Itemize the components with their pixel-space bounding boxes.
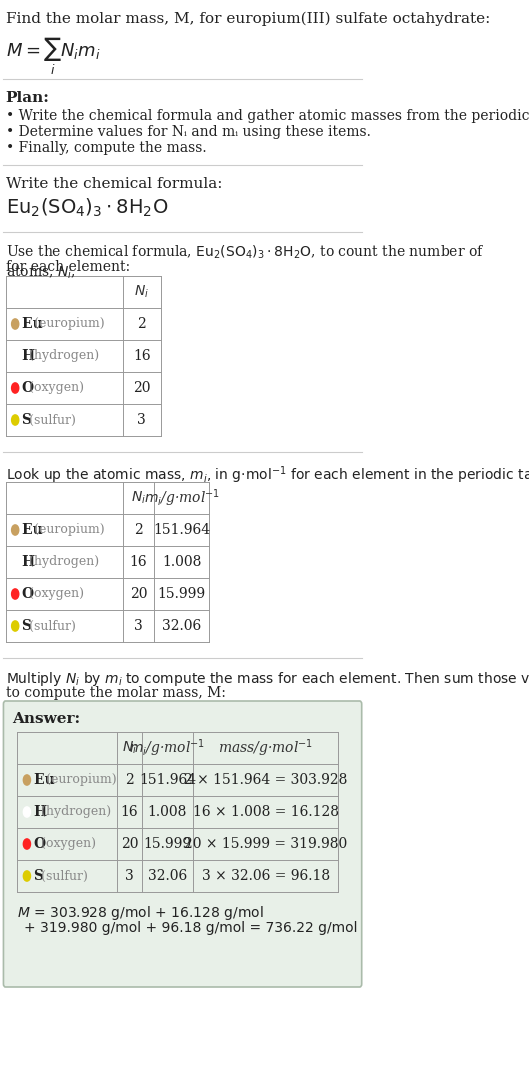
Text: (sulfur): (sulfur) xyxy=(29,620,76,633)
Text: 151.964: 151.964 xyxy=(139,773,196,787)
Text: 2 × 151.964 = 303.928: 2 × 151.964 = 303.928 xyxy=(184,773,348,787)
Text: 3: 3 xyxy=(134,619,143,633)
Text: Eu: Eu xyxy=(34,773,59,787)
Circle shape xyxy=(12,415,19,426)
Text: 32.06: 32.06 xyxy=(148,869,187,883)
Text: (europium): (europium) xyxy=(34,524,104,537)
Circle shape xyxy=(12,319,19,329)
Circle shape xyxy=(12,383,19,393)
Circle shape xyxy=(23,870,30,881)
Text: (oxygen): (oxygen) xyxy=(41,837,96,851)
Text: (europium): (europium) xyxy=(34,318,104,330)
Text: to compute the molar mass, M:: to compute the molar mass, M: xyxy=(5,686,225,700)
Circle shape xyxy=(23,807,30,816)
Text: 16 × 1.008 = 16.128: 16 × 1.008 = 16.128 xyxy=(193,805,339,819)
Text: mass/g·mol$^{-1}$: mass/g·mol$^{-1}$ xyxy=(218,738,313,759)
Circle shape xyxy=(23,839,30,849)
Text: (hydrogen): (hydrogen) xyxy=(29,350,99,363)
Text: 16: 16 xyxy=(130,555,147,569)
Text: 3: 3 xyxy=(125,869,134,883)
Text: S: S xyxy=(22,619,37,633)
Text: $m_i$/g·mol$^{-1}$: $m_i$/g·mol$^{-1}$ xyxy=(130,738,205,759)
Circle shape xyxy=(12,589,19,599)
Text: $N_i$: $N_i$ xyxy=(131,490,146,507)
Text: 151.964: 151.964 xyxy=(153,523,210,537)
Text: $M$ = 303.928 g/mol + 16.128 g/mol: $M$ = 303.928 g/mol + 16.128 g/mol xyxy=(17,904,264,922)
Text: 32.06: 32.06 xyxy=(162,619,201,633)
Text: Eu: Eu xyxy=(22,318,48,330)
Circle shape xyxy=(23,775,30,785)
Text: O: O xyxy=(22,588,39,600)
Text: Use the chemical formula, $\mathrm{Eu_2(SO_4)_3 \cdot 8H_2O}$, to count the numb: Use the chemical formula, $\mathrm{Eu_2(… xyxy=(5,244,484,282)
Text: for each element:: for each element: xyxy=(5,260,130,274)
Text: • Determine values for Nᵢ and mᵢ using these items.: • Determine values for Nᵢ and mᵢ using t… xyxy=(5,125,370,139)
Text: 20: 20 xyxy=(121,837,138,851)
Text: O: O xyxy=(34,837,51,851)
Text: Eu: Eu xyxy=(22,523,48,537)
Text: 3 × 32.06 = 96.18: 3 × 32.06 = 96.18 xyxy=(202,869,330,883)
Circle shape xyxy=(12,351,19,361)
Text: • Finally, compute the mass.: • Finally, compute the mass. xyxy=(5,141,206,156)
Text: 16: 16 xyxy=(121,805,138,819)
Text: (oxygen): (oxygen) xyxy=(29,588,84,600)
Text: 20: 20 xyxy=(133,381,151,395)
Text: 20: 20 xyxy=(130,588,147,600)
Circle shape xyxy=(12,525,19,535)
Text: $M = \sum_i N_i m_i$: $M = \sum_i N_i m_i$ xyxy=(5,36,100,77)
Text: S: S xyxy=(22,413,37,427)
Text: 1.008: 1.008 xyxy=(148,805,187,819)
Text: (europium): (europium) xyxy=(45,773,116,786)
Text: (sulfur): (sulfur) xyxy=(41,869,88,882)
Text: Find the molar mass, M, for europium(III) sulfate octahydrate:: Find the molar mass, M, for europium(III… xyxy=(5,12,490,26)
Text: $N_i$: $N_i$ xyxy=(134,284,149,300)
Text: (hydrogen): (hydrogen) xyxy=(41,806,111,819)
Text: 2: 2 xyxy=(134,523,143,537)
FancyBboxPatch shape xyxy=(4,701,362,987)
Text: Plan:: Plan: xyxy=(5,91,49,105)
Text: 15.999: 15.999 xyxy=(143,837,191,851)
Text: Answer:: Answer: xyxy=(12,712,80,726)
Text: (oxygen): (oxygen) xyxy=(29,381,84,394)
Text: H: H xyxy=(22,349,40,363)
Text: (hydrogen): (hydrogen) xyxy=(29,555,99,568)
Text: 2: 2 xyxy=(125,773,134,787)
Text: S: S xyxy=(34,869,49,883)
Text: H: H xyxy=(22,555,40,569)
Text: Multiply $N_i$ by $m_i$ to compute the mass for each element. Then sum those val: Multiply $N_i$ by $m_i$ to compute the m… xyxy=(5,670,529,688)
Text: + 319.980 g/mol + 96.18 g/mol = 736.22 g/mol: + 319.980 g/mol + 96.18 g/mol = 736.22 g… xyxy=(24,921,358,935)
Text: • Write the chemical formula and gather atomic masses from the periodic table.: • Write the chemical formula and gather … xyxy=(5,109,529,123)
Text: 15.999: 15.999 xyxy=(158,588,206,600)
Text: $N_i$: $N_i$ xyxy=(122,740,137,756)
Text: 3: 3 xyxy=(138,413,146,427)
Text: 20 × 15.999 = 319.980: 20 × 15.999 = 319.980 xyxy=(184,837,348,851)
Circle shape xyxy=(12,557,19,567)
Text: $\mathrm{Eu_2(SO_4)_3 \cdot 8H_2O}$: $\mathrm{Eu_2(SO_4)_3 \cdot 8H_2O}$ xyxy=(5,197,168,219)
Text: 16: 16 xyxy=(133,349,151,363)
Text: 1.008: 1.008 xyxy=(162,555,201,569)
Text: (sulfur): (sulfur) xyxy=(29,414,76,427)
Text: O: O xyxy=(22,381,39,395)
Text: Look up the atomic mass, $m_i$, in g$\cdot$mol$^{-1}$ for each element in the pe: Look up the atomic mass, $m_i$, in g$\cd… xyxy=(5,464,529,486)
Text: $m_i$/g·mol$^{-1}$: $m_i$/g·mol$^{-1}$ xyxy=(143,487,220,509)
Text: H: H xyxy=(34,805,52,819)
Text: Write the chemical formula:: Write the chemical formula: xyxy=(5,177,222,191)
Text: 2: 2 xyxy=(138,318,146,330)
Circle shape xyxy=(12,621,19,631)
